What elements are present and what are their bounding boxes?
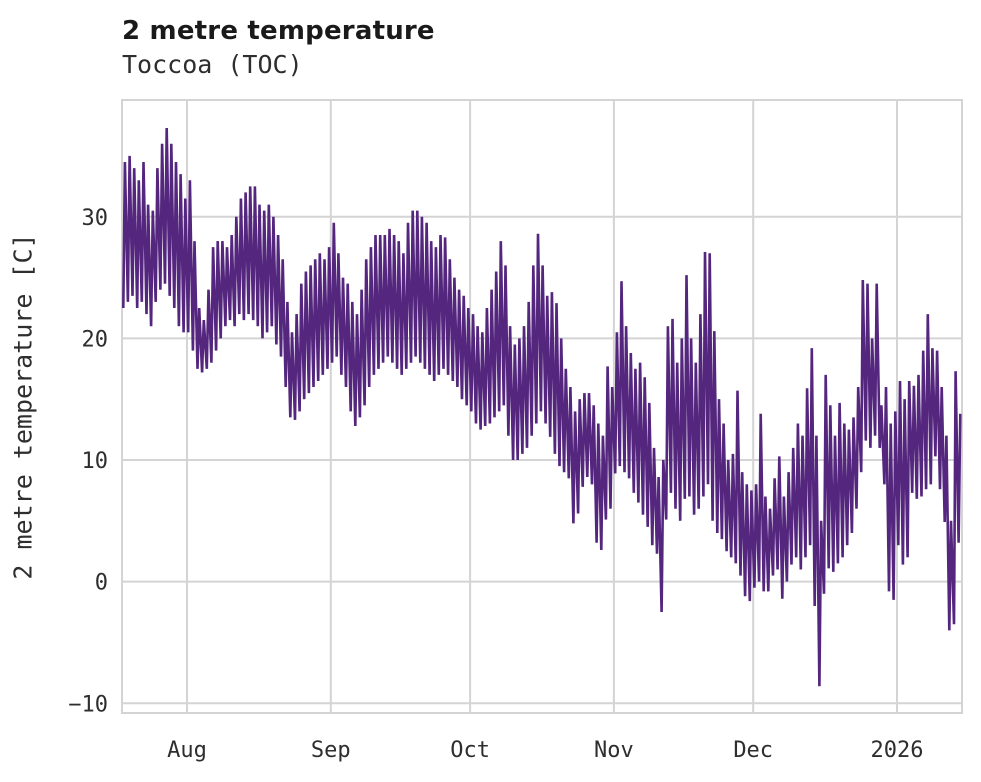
x-tick-label: Nov — [594, 738, 634, 763]
plot-border — [121, 99, 963, 714]
y-tick-label: −10 — [68, 692, 108, 717]
chart-title: 2 metre temperature — [122, 16, 435, 46]
x-tick-label: Sep — [311, 738, 351, 763]
y-tick-label: 30 — [82, 206, 109, 231]
x-tick-label: Oct — [450, 738, 490, 763]
x-tick-label: Aug — [167, 738, 207, 763]
y-tick-label: 10 — [82, 449, 109, 474]
chart-subtitle: Toccoa (TOC) — [122, 50, 303, 79]
y-tick-label: 20 — [82, 327, 109, 352]
temperature-series-line — [122, 127, 962, 687]
x-tick-label: 2026 — [871, 738, 924, 763]
y-tick-label: 0 — [95, 571, 108, 596]
x-tick-label: Dec — [733, 738, 773, 763]
